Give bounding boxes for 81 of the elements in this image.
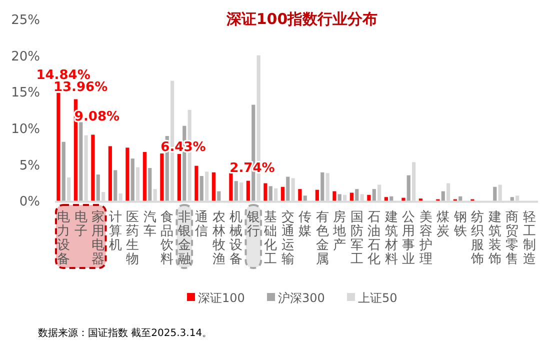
bar (91, 134, 95, 201)
bar (303, 196, 307, 201)
x-tick-label: 钢铁 (452, 210, 467, 239)
data-label: 2.74% (230, 160, 275, 176)
y-tick-label: 15% (11, 86, 40, 101)
y-tick-label: 25% (11, 13, 40, 28)
data-label: 13.96% (53, 80, 108, 96)
bar (280, 186, 284, 201)
bar (355, 189, 359, 201)
bar (510, 197, 514, 201)
bar (79, 122, 83, 201)
x-tick-label: 商贸零售 (506, 210, 519, 267)
x-tick-label: 计算机 (108, 210, 122, 253)
bar (332, 191, 336, 201)
x-tick-label: 电子 (74, 210, 88, 239)
x-tick-label: 传媒 (298, 210, 312, 239)
chart-title: 深证100指数行业分布 (225, 10, 378, 28)
x-tick-label: 汽车 (143, 210, 156, 239)
legend-label: 沪深300 (278, 291, 325, 305)
bar (372, 189, 376, 201)
x-tick-label: 煤炭 (436, 210, 450, 239)
bar (142, 152, 146, 201)
x-tick-label: 食品饮料 (160, 210, 174, 267)
bar (350, 192, 354, 201)
x-tick-label: 非银金融 (176, 210, 191, 267)
bar (286, 176, 290, 201)
bar (268, 186, 272, 201)
bar (126, 148, 130, 201)
x-tick-label: 银行 (246, 210, 260, 239)
bar (298, 189, 302, 201)
x-tick-label: 轻工制造 (522, 210, 536, 267)
x-tick-label: 建筑装饰 (487, 210, 502, 267)
x-tick-label: 基础化工 (263, 210, 278, 267)
bar (62, 142, 66, 201)
x-tick-label: 有色金属 (316, 210, 329, 267)
x-tick-label: 国防军工 (350, 210, 364, 267)
x-tick-label: 电力设备 (57, 210, 70, 267)
x-tick-label: 家用电器 (92, 209, 105, 267)
x-tick-label: 通信 (195, 210, 208, 239)
bar (229, 173, 233, 201)
bar (441, 191, 445, 201)
bar (108, 146, 112, 201)
source-note: 数据来源：国证指数 截至2025.3.14。 (38, 327, 212, 339)
bar (177, 154, 181, 201)
bar (212, 172, 216, 201)
bar (217, 191, 221, 201)
bar (493, 186, 497, 201)
bar (315, 190, 319, 201)
bar (234, 181, 238, 201)
bar (56, 92, 60, 201)
x-tick-label: 美容护理 (418, 209, 432, 267)
y-tick-label: 10% (11, 122, 40, 138)
legend-label: 深证100 (198, 291, 245, 305)
bar (246, 180, 250, 201)
bar (96, 174, 100, 201)
x-tick-label: 石油石化 (368, 210, 381, 267)
bar (200, 176, 204, 201)
legend-label: 上证50 (358, 291, 398, 305)
bar (367, 194, 371, 201)
x-tick-label: 机械设备 (230, 210, 243, 267)
x-tick-label: 医药生物 (126, 210, 140, 267)
bar (194, 166, 198, 201)
x-tick-label: 公用事业 (402, 210, 416, 267)
y-tick-label: 5% (19, 158, 40, 174)
data-label: 6.43% (160, 140, 206, 155)
bar (130, 158, 134, 201)
bar (114, 170, 118, 201)
bar (148, 168, 152, 201)
bar (320, 172, 324, 201)
bar (338, 194, 342, 201)
x-tick-label: 农林牧渔 (211, 210, 226, 267)
x-tick-label: 纺织服饰 (470, 210, 484, 267)
x-tick-label: 交通运输 (281, 209, 294, 267)
y-tick-label: 0% (19, 194, 40, 210)
bar (160, 153, 164, 201)
x-tick-label: 房地产 (332, 209, 346, 253)
x-tick-label: 建筑材料 (384, 210, 398, 267)
bar (384, 197, 388, 201)
bar (406, 175, 410, 201)
y-tick-label: 20% (11, 49, 40, 64)
bar (264, 183, 268, 201)
